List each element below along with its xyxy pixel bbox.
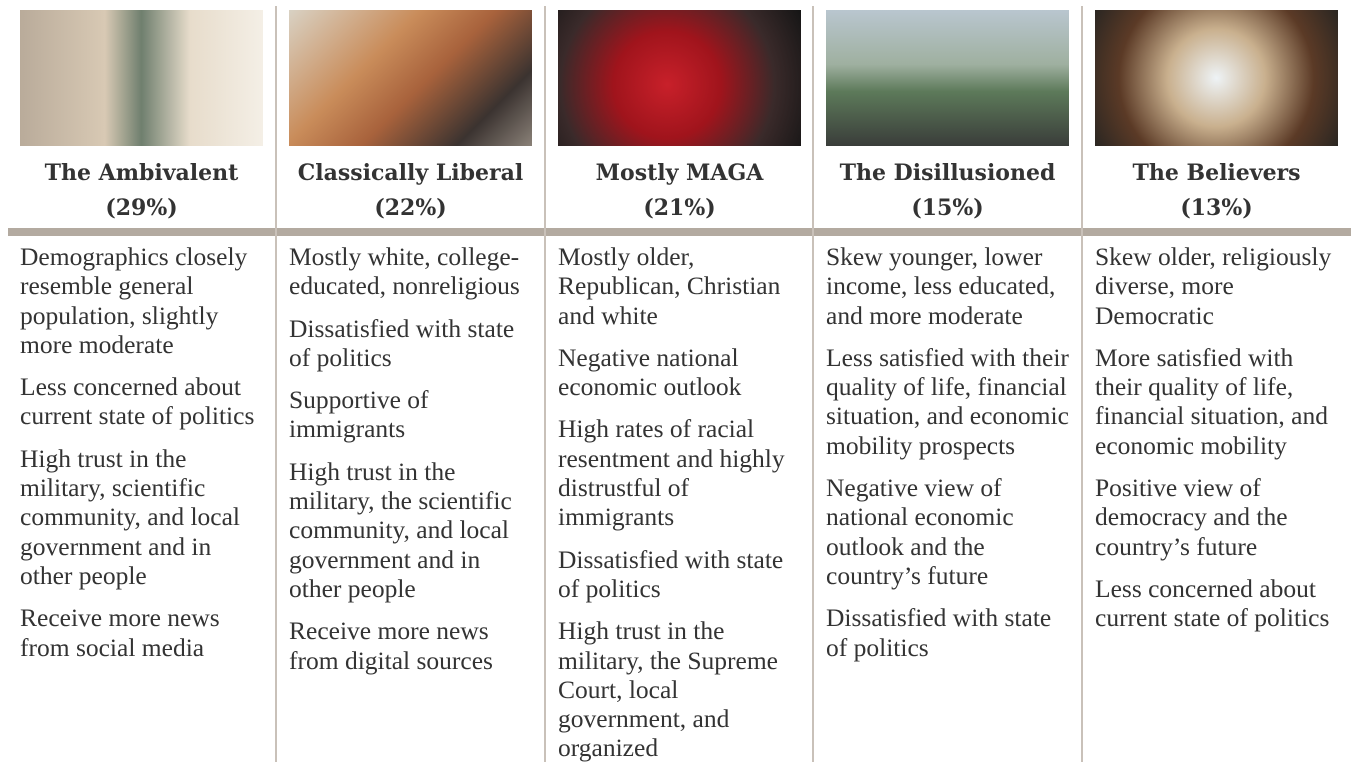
page: The Ambivalent (29%) Demographics closely … — [0, 0, 1351, 762]
photo — [20, 10, 263, 146]
segment-name: The Believers — [1085, 160, 1348, 186]
point: Negative view of national economic outlo… — [826, 473, 1071, 590]
point: Dissatisfied with state of politics — [826, 603, 1071, 662]
segment-share: (22%) — [279, 195, 542, 221]
segment-name: Classically Liberal — [279, 160, 542, 186]
column-divider — [1081, 6, 1083, 762]
point: High trust in the military, scientific c… — [20, 444, 265, 590]
segment-column: Mostly MAGA(21%)Mostly older, Republican… — [558, 0, 806, 762]
point: High trust in the military, the scientif… — [289, 457, 534, 603]
point: More satisfied with their quality of lif… — [1095, 343, 1340, 460]
segment-share: (29%) — [10, 195, 273, 221]
point: Negative national economic outlook — [558, 343, 803, 402]
segment-share: (21%) — [548, 195, 811, 221]
point: Less satisfied with their quality of lif… — [826, 343, 1071, 460]
point: Less concerned about current state of po… — [1095, 574, 1340, 633]
point: Receive more news from digital sources — [289, 616, 534, 675]
point: High rates of racial resentment and high… — [558, 414, 803, 531]
point: Supportive of immigrants — [289, 385, 534, 444]
segment-share: (15%) — [816, 195, 1079, 221]
point-list: Mostly white, college-educated, nonrelig… — [289, 242, 534, 688]
column-divider — [544, 6, 546, 762]
point: Less concerned about current state of po… — [20, 372, 265, 431]
point: Receive more news from social media — [20, 603, 265, 662]
photo — [826, 10, 1069, 146]
point: Positive view of democracy and the count… — [1095, 473, 1340, 561]
point: High trust in the military, the Supreme … — [558, 616, 803, 762]
segment-column: The Believers(13%)Skew older, religiousl… — [1095, 0, 1343, 762]
column-divider — [812, 6, 814, 762]
column-divider — [275, 6, 277, 762]
point: Dissatisfied with state of politics — [558, 545, 803, 604]
photo — [289, 10, 532, 146]
point: Mostly white, college-educated, nonrelig… — [289, 242, 534, 301]
point-list: Demographics closely resemble general po… — [20, 242, 265, 675]
point: Dissatisfied with state of politics — [289, 314, 534, 373]
photo — [558, 10, 801, 146]
segment-column: The Ambivalent(29%)Demographics closely … — [20, 0, 268, 762]
point: Mostly older, Republican, Christian and … — [558, 242, 803, 330]
photo — [1095, 10, 1338, 146]
segment-column: Classically Liberal(22%)Mostly white, co… — [289, 0, 537, 762]
segment-name: Mostly MAGA — [548, 160, 811, 186]
segment-name: The Ambivalent — [10, 160, 273, 186]
segment-name: The Disillusioned — [816, 160, 1079, 186]
point: Skew younger, lower income, less educate… — [826, 242, 1071, 330]
segment-share: (13%) — [1085, 195, 1348, 221]
segment-column: The Disillusioned(15%)Skew younger, lowe… — [826, 0, 1074, 762]
point: Skew older, religiously diverse, more De… — [1095, 242, 1340, 330]
point: Demographics closely resemble general po… — [20, 242, 265, 359]
point-list: Mostly older, Republican, Christian and … — [558, 242, 803, 762]
point-list: Skew older, religiously diverse, more De… — [1095, 242, 1340, 646]
point-list: Skew younger, lower income, less educate… — [826, 242, 1071, 675]
